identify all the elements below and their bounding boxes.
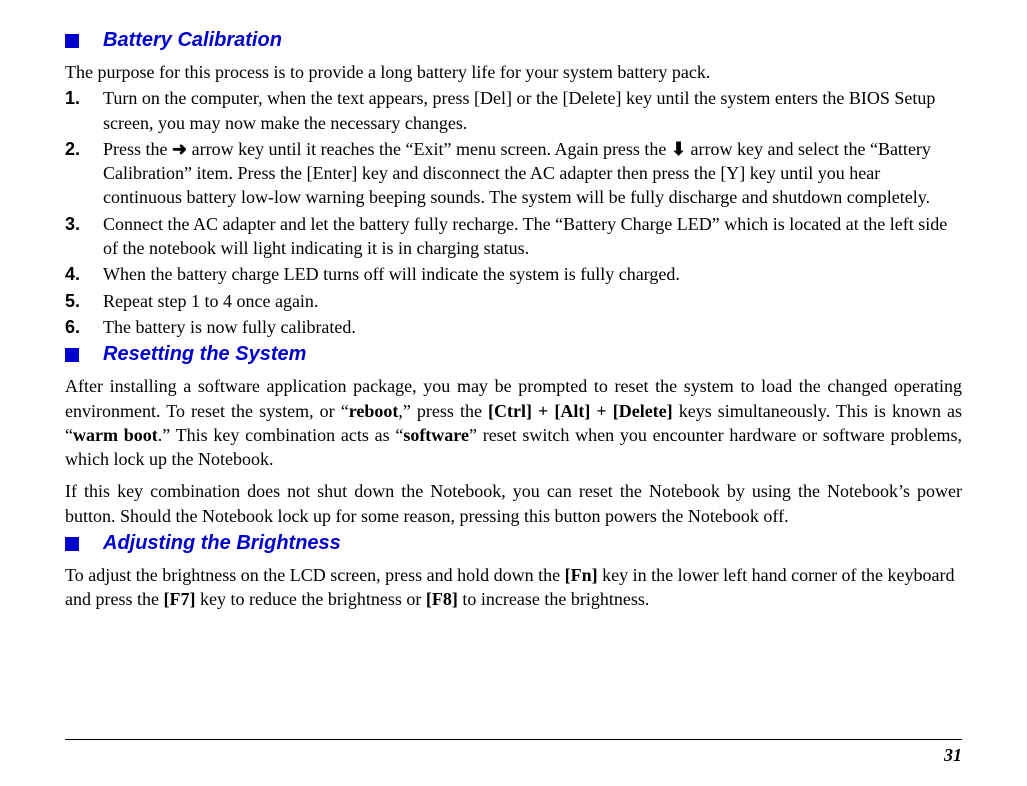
section-title-battery: Battery Calibration (103, 29, 282, 52)
list-number: 5. (65, 289, 103, 313)
section-title-brightness: Adjusting the Brightness (103, 532, 341, 555)
list-number: 4. (65, 262, 103, 286)
bold-software: software (403, 425, 469, 445)
text-fragment: ,” press the (398, 401, 488, 421)
list-text: Connect the AC adapter and let the batte… (103, 212, 962, 261)
battery-intro-text: The purpose for this process is to provi… (65, 60, 962, 84)
footer-divider (65, 739, 962, 740)
list-item: 5. Repeat step 1 to 4 once again. (65, 289, 962, 313)
list-text: The battery is now fully calibrated. (103, 315, 962, 339)
list-number: 6. (65, 315, 103, 339)
text-fragment: to increase the brightness. (458, 589, 649, 609)
list-number: 2. (65, 137, 103, 161)
bullet-square-icon (65, 34, 79, 48)
list-item: 3. Connect the AC adapter and let the ba… (65, 212, 962, 261)
list-item: 1. Turn on the computer, when the text a… (65, 86, 962, 135)
text-fragment: .” This key combination acts as “ (158, 425, 404, 445)
list-number: 1. (65, 86, 103, 110)
list-text: Repeat step 1 to 4 once again. (103, 289, 962, 313)
bold-f8: [F8] (426, 589, 458, 609)
list-item: 4. When the battery charge LED turns off… (65, 262, 962, 286)
reset-para2: If this key combination does not shut do… (65, 479, 962, 528)
page-number: 31 (944, 745, 962, 766)
brightness-para: To adjust the brightness on the LCD scre… (65, 563, 962, 612)
list-text: Turn on the computer, when the text appe… (103, 86, 962, 135)
list-number: 3. (65, 212, 103, 236)
list-text: Press the ➜ arrow key until it reaches t… (103, 137, 962, 210)
bullet-square-icon (65, 537, 79, 551)
bold-f7: [F7] (163, 589, 195, 609)
bullet-square-icon (65, 348, 79, 362)
bold-reboot: reboot (349, 401, 399, 421)
arrow-right-icon: ➜ (172, 139, 187, 159)
list-item: 6. The battery is now fully calibrated. (65, 315, 962, 339)
arrow-down-icon: ⬇ (671, 139, 686, 159)
battery-steps-list: 1. Turn on the computer, when the text a… (65, 86, 962, 339)
text-fragment: key to reduce the brightness or (195, 589, 425, 609)
list-text: When the battery charge LED turns off wi… (103, 262, 962, 286)
bold-warmboot: warm boot (73, 425, 158, 445)
bold-keys: [Ctrl] + [Alt] + [Delete] (488, 401, 673, 421)
section-header-brightness: Adjusting the Brightness (65, 532, 962, 555)
list-item: 2. Press the ➜ arrow key until it reache… (65, 137, 962, 210)
reset-para1: After installing a software application … (65, 374, 962, 471)
bold-fn: [Fn] (565, 565, 598, 585)
page-content: Battery Calibration The purpose for this… (0, 0, 1027, 612)
section-title-reset: Resetting the System (103, 343, 306, 366)
section-header-battery: Battery Calibration (65, 29, 962, 52)
section-header-reset: Resetting the System (65, 343, 962, 366)
text-fragment: To adjust the brightness on the LCD scre… (65, 565, 565, 585)
